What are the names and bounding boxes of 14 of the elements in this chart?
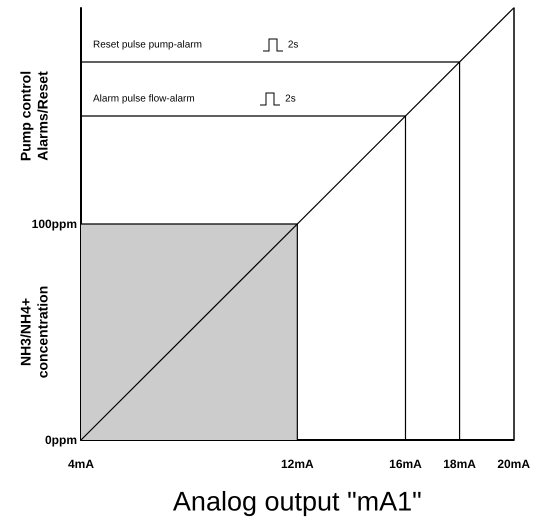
annotation: Alarm pulse flow-alarm	[93, 94, 195, 104]
x-tick-label: 12mA	[280, 457, 314, 471]
text: Pump control Alarms/Reset	[18, 70, 50, 162]
annotation: 2s	[288, 40, 298, 50]
y-tick-label: 100ppm	[32, 217, 77, 231]
x-tick-label: 20mA	[497, 457, 530, 471]
x-axis-title: Analog output "mA1"	[172, 486, 422, 516]
x-tick-label: 4mA	[68, 457, 94, 471]
annotation: 2s	[285, 94, 296, 104]
x-tick-label: 16mA	[389, 457, 422, 471]
x-tick-label: 18mA	[443, 457, 476, 471]
annotation: Reset pulse pump-alarm	[93, 40, 202, 50]
y-tick-label: 0ppm	[44, 433, 77, 447]
y-axis-title: NH3/NH4+ concentration	[18, 286, 50, 378]
